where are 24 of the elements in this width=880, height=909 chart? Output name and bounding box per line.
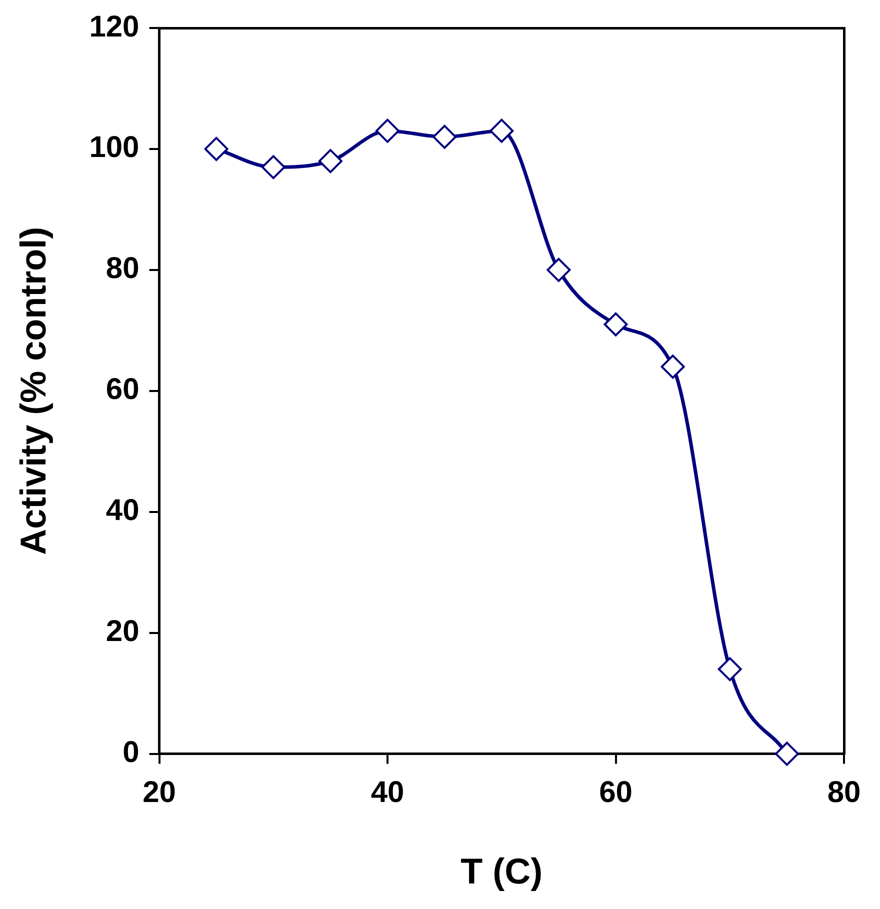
point [204,136,228,161]
y-tick-label: 60 [106,373,140,406]
point [490,118,514,143]
point [432,124,457,149]
x-tick-label: 40 [370,776,404,810]
y-tick-label: 20 [106,615,140,648]
y-tick-label: 100 [89,131,140,164]
point [318,149,342,174]
y-tick-label: 120 [89,10,140,44]
x-tick-label: 60 [599,776,632,810]
point [546,258,571,282]
x-tick-label: 80 [827,776,861,810]
point [604,312,628,336]
point [660,354,685,379]
y-tick-label: 40 [106,494,140,528]
point [774,742,799,766]
point [718,657,742,682]
y-tick-label: 80 [106,252,140,286]
y-axis-title: Activity (% control) [12,226,54,555]
y-tick-label: 0 [122,736,140,770]
point [261,155,286,180]
x-tick-label: 20 [142,776,176,810]
x-axis-title: T (C) [460,850,543,892]
point [376,118,400,143]
